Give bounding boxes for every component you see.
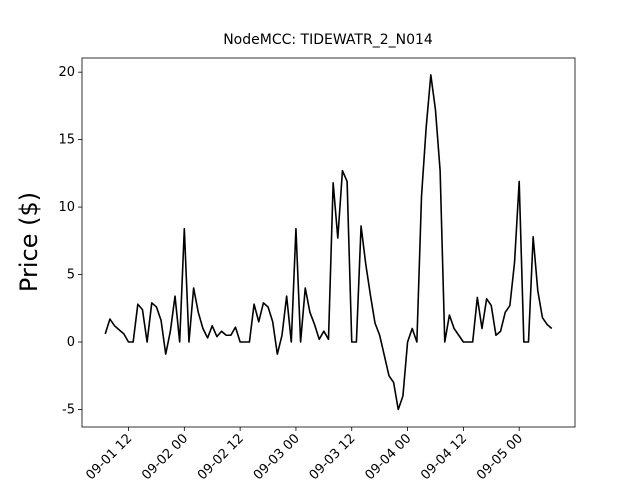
plot-frame (81, 57, 576, 428)
y-tick-label: 5 (67, 268, 75, 283)
y-tick-label: 15 (58, 133, 75, 148)
y-tick-label: 0 (67, 335, 75, 350)
price-line (104, 74, 553, 411)
y-tick-label: 10 (58, 200, 75, 215)
y-tick-label: -5 (62, 402, 75, 417)
y-axis-label: Price ($) (15, 192, 43, 292)
y-tick-label: 20 (58, 65, 75, 80)
chart-title: NodeMCC: TIDEWATR_2_N014 (223, 32, 433, 48)
